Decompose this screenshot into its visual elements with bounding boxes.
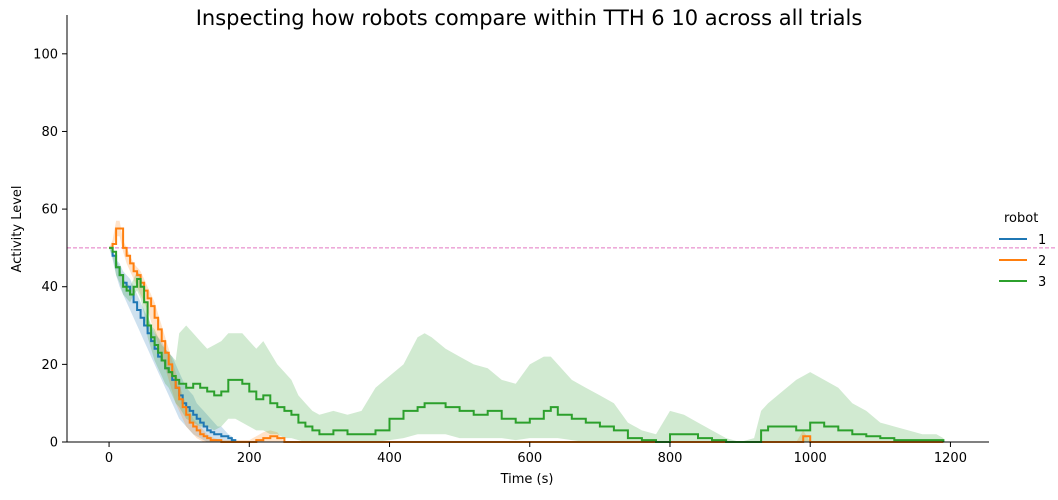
x-tick-label: 600: [517, 451, 542, 466]
x-axis-label: Time (s): [500, 472, 554, 487]
y-axis-label: Activity Level: [10, 185, 25, 272]
legend: robot 1 2 3: [999, 211, 1046, 290]
x-tick-label: 400: [377, 451, 402, 466]
legend-title: robot: [1004, 211, 1038, 226]
y-tick-label: 40: [41, 280, 58, 295]
chart-title: Inspecting how robots compare within TTH…: [196, 6, 863, 30]
y-tick-label: 100: [33, 47, 58, 62]
legend-label-1: 1: [1038, 233, 1046, 248]
legend-label-2: 2: [1038, 254, 1046, 269]
y-tick-label: 0: [50, 436, 58, 451]
series-3-band: [109, 247, 944, 442]
axes: [66, 15, 989, 443]
legend-label-3: 3: [1038, 275, 1046, 290]
y-tick-label: 80: [41, 125, 58, 140]
y-ticks: 0 20 40 60 80 100: [33, 47, 67, 451]
series-1-band: [109, 247, 236, 442]
x-tick-label: 200: [237, 451, 262, 466]
x-tick-label: 800: [658, 451, 683, 466]
x-tick-label: 1000: [794, 451, 827, 466]
x-ticks: 0 200 400 600 800 1000 1200: [105, 442, 967, 466]
x-tick-label: 0: [105, 451, 113, 466]
series-2-band: [109, 220, 944, 442]
y-tick-label: 60: [41, 203, 58, 218]
confidence-bands: [109, 220, 944, 442]
x-tick-label: 1200: [934, 451, 967, 466]
y-tick-label: 20: [41, 358, 58, 373]
